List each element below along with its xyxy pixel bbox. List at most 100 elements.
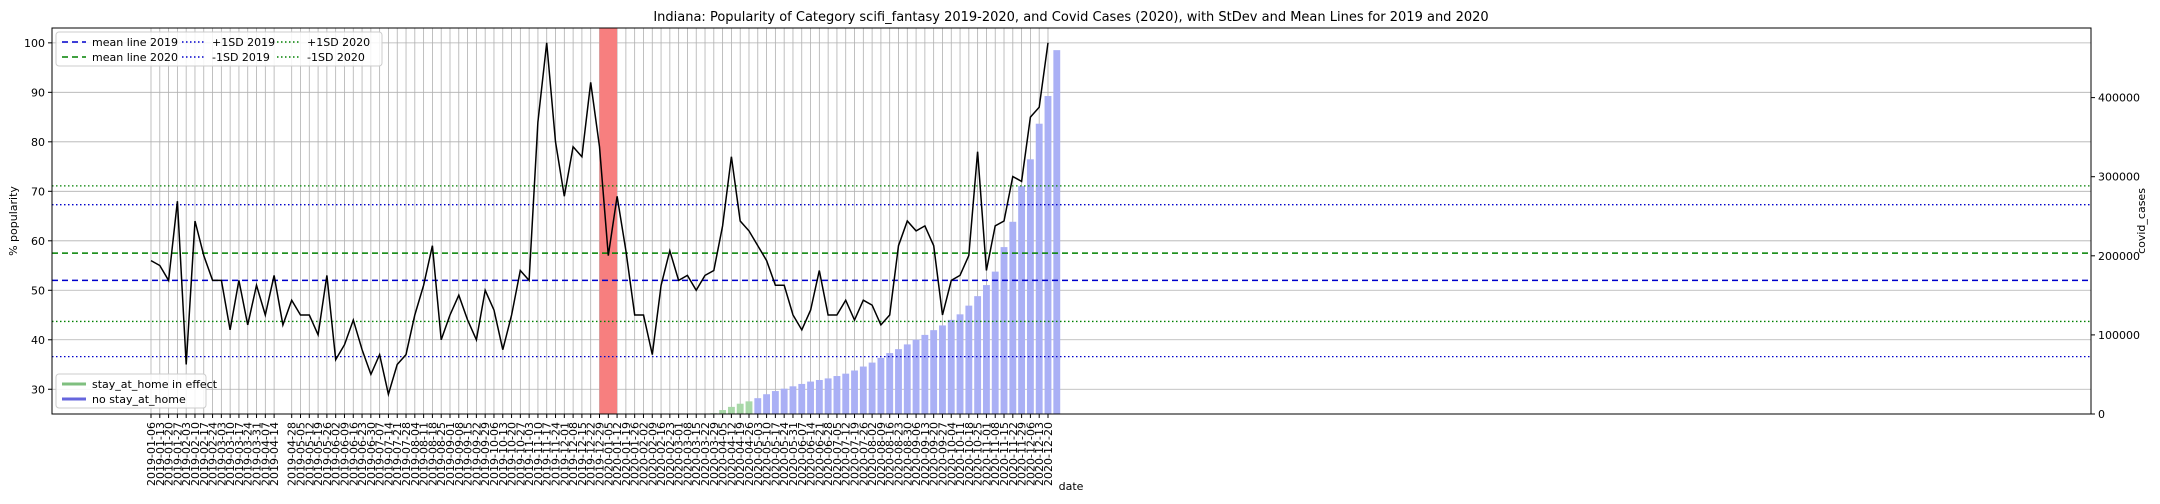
x-tick-label: 2019-10-27 (514, 422, 527, 486)
reference-lines (52, 185, 2091, 358)
covid-bar (1009, 221, 1017, 414)
x-tick-label: 2019-11-17 (541, 422, 554, 486)
x-tick-label: 2020-12-13 (1033, 422, 1046, 486)
x-tick-label: 2019-04-14 (268, 422, 281, 486)
x-tick-label: 2019-06-09 (338, 422, 351, 486)
x-tick-label: 2019-07-21 (391, 422, 404, 486)
covid-bar (815, 379, 823, 414)
x-tick-label: 2019-06-30 (365, 422, 378, 486)
legend-label: mean line 2019 (92, 36, 178, 49)
legend-stay-at-home: stay_at_home in effect no stay_at_home (55, 373, 218, 409)
legend-label: +1SD 2019 (212, 36, 275, 49)
x-tick-label: 2020-11-29 (1016, 422, 1029, 486)
x-tick-label: 2019-03-10 (224, 422, 237, 486)
x-tick-label: 2019-02-17 (198, 422, 211, 486)
y2-tick-label: 0 (2098, 408, 2105, 421)
x-tick-label: 2020-09-27 (936, 422, 949, 486)
x-tick-label: 2019-11-03 (523, 422, 536, 486)
x-tick-label: 2020-04-26 (743, 422, 756, 486)
x-tick-label: 2020-07-12 (840, 422, 853, 486)
legend-reference-lines: mean line 2019 +1SD 2019 +1SD 2020 mean lin… (55, 31, 383, 67)
x-tick-label: 2020-10-25 (972, 422, 985, 486)
x-tick-label: 2020-02-23 (664, 422, 677, 486)
covid-bar (727, 406, 735, 414)
covid-bars (710, 50, 1061, 414)
covid-bar (719, 410, 727, 414)
x-tick-label: 2019-01-06 (145, 422, 158, 486)
x-tick-label: 2020-01-19 (620, 422, 633, 486)
x-tick-label: 2020-08-23 (892, 422, 905, 486)
x-tick-label: 2020-01-05 (602, 422, 615, 486)
x-tick-label: 2020-02-02 (637, 422, 650, 486)
covid-bar (833, 376, 841, 414)
x-axis: 2019-01-062019-01-132019-01-202019-01-27… (145, 414, 1055, 486)
x-tick-label: 2020-08-02 (866, 422, 879, 486)
x-tick-label: 2019-06-02 (330, 422, 343, 486)
x-tick-label: 2019-01-20 (163, 422, 176, 486)
x-tick-label: 2020-02-09 (646, 422, 659, 486)
y2-axis: 0 100000 200000 300000 400000 (2091, 92, 2140, 421)
y2-axis-title: covid_cases (2135, 188, 2148, 254)
x-tick-label: 2019-05-19 (312, 422, 325, 486)
x-tick-label: 2020-11-22 (1007, 422, 1020, 486)
covid-bar (965, 305, 973, 414)
x-tick-label: 2019-02-03 (180, 422, 193, 486)
covid-bar (1044, 96, 1052, 414)
x-tick-label: 2019-02-24 (207, 422, 220, 486)
x-tick-label: 2020-01-26 (629, 422, 642, 486)
x-tick-label: 2019-11-10 (532, 422, 545, 486)
y-axis-title: % popularity (7, 186, 20, 256)
x-tick-label: 2020-07-19 (849, 422, 862, 486)
x-tick-label: 2020-05-17 (769, 422, 782, 486)
x-tick-label: 2019-03-03 (215, 422, 228, 486)
x-tick-label: 2020-04-05 (717, 422, 730, 486)
covid-bar (1018, 186, 1026, 414)
x-tick-label: 2019-07-07 (374, 422, 387, 486)
covid-bar (886, 353, 894, 414)
popularity-line (150, 42, 1049, 398)
x-tick-label: 2020-03-01 (673, 422, 686, 486)
covid-bar (763, 394, 771, 414)
x-tick-label: 2020-08-30 (901, 422, 914, 486)
x-tick-label: 2020-04-19 (734, 422, 747, 486)
covid-bar (798, 383, 806, 414)
covid-bar (745, 401, 753, 414)
x-tick-label: 2019-12-29 (593, 422, 606, 486)
x-tick-label: 2019-04-07 (259, 422, 272, 486)
covid-bar (921, 334, 929, 414)
x-tick-label: 2020-12-06 (1024, 422, 1037, 486)
covid-bar (789, 386, 797, 414)
covid-bar (754, 398, 762, 414)
covid-bar (771, 391, 779, 414)
x-axis-title: date (1059, 480, 1084, 493)
x-tick-label: 2019-06-23 (356, 422, 369, 486)
x-tick-label: 2019-01-27 (171, 422, 184, 486)
covid-bar (939, 325, 946, 414)
x-tick-label: 2019-05-12 (303, 422, 316, 486)
x-tick-label: 2020-05-10 (761, 422, 774, 486)
x-tick-label: 2019-04-28 (286, 422, 299, 486)
x-tick-label: 2020-11-15 (998, 422, 1011, 486)
y-tick-label: 80 (31, 136, 45, 149)
y2-tick-label: 100000 (2098, 329, 2140, 342)
x-tick-label: 2019-09-15 (462, 422, 475, 486)
x-tick-label: 2019-05-26 (321, 422, 334, 486)
covid-bar (895, 349, 902, 414)
covid-bar (736, 403, 744, 414)
x-tick-label: 2020-07-05 (831, 422, 844, 486)
covid-bar (974, 296, 982, 414)
chart-title: Indiana: Popularity of Category scifi_fa… (653, 10, 1488, 25)
x-tick-label: 2019-08-04 (409, 422, 422, 486)
legend-label: no stay_at_home (92, 393, 186, 406)
x-tick-label: 2019-09-08 (453, 422, 466, 486)
x-tick-label: 2020-05-24 (778, 422, 791, 486)
x-tick-label: 2019-12-08 (567, 422, 580, 486)
x-tick-label: 2019-07-14 (382, 422, 395, 486)
y-tick-label: 30 (31, 383, 45, 396)
x-tick-label: 2019-08-18 (426, 422, 439, 486)
y-tick-label: 40 (31, 334, 45, 347)
y2-tick-label: 200000 (2098, 250, 2140, 263)
y2-tick-label: 400000 (2098, 92, 2140, 105)
covid-bar (956, 314, 964, 414)
